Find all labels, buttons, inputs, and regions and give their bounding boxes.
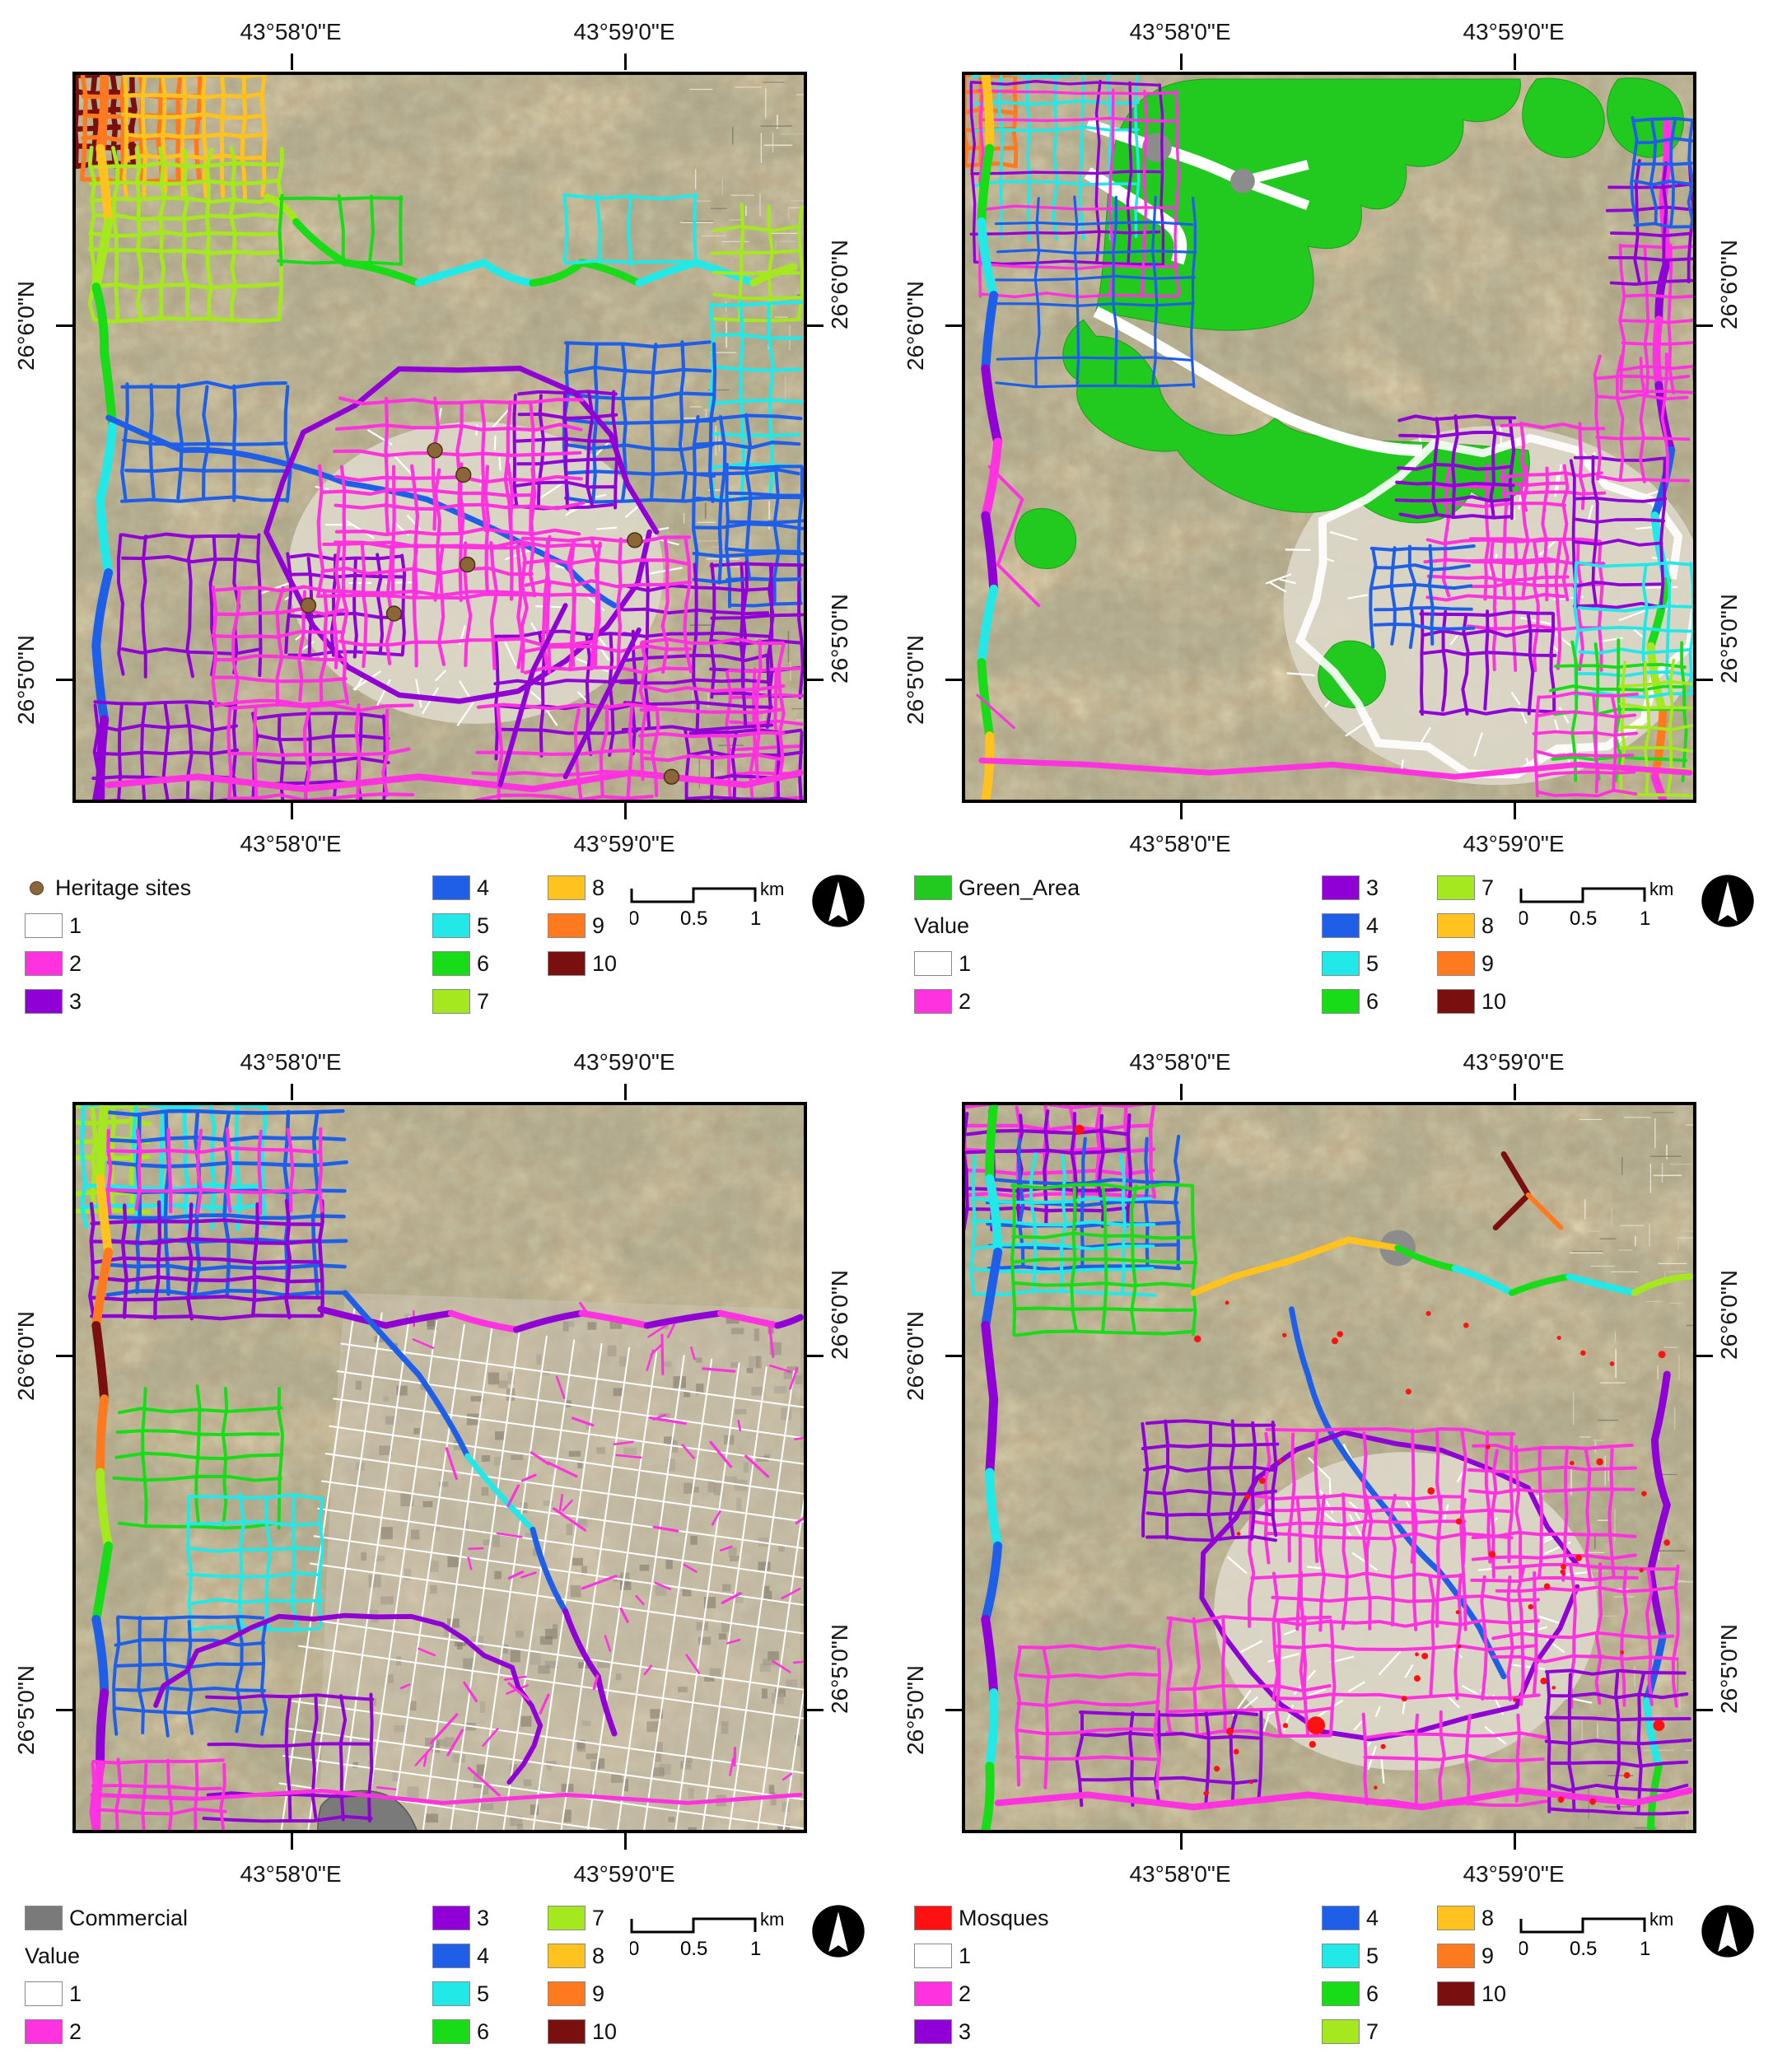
svg-text:1: 1 [1640, 908, 1650, 926]
svg-text:0.5: 0.5 [680, 908, 707, 926]
svg-text:0.5: 0.5 [680, 1938, 707, 1957]
svg-text:1: 1 [750, 908, 761, 926]
svg-text:0: 0 [1519, 1938, 1528, 1957]
svg-text:km: km [760, 1909, 784, 1930]
svg-text:1: 1 [750, 1938, 761, 1957]
svg-text:0.5: 0.5 [1570, 908, 1597, 926]
svg-text:1: 1 [1640, 1938, 1650, 1957]
svg-text:0: 0 [630, 1938, 639, 1957]
svg-text:km: km [1649, 1909, 1673, 1930]
svg-text:0.5: 0.5 [1570, 1938, 1597, 1957]
svg-text:km: km [1649, 879, 1673, 899]
svg-text:0: 0 [630, 908, 639, 926]
svg-text:0: 0 [1519, 908, 1528, 926]
svg-text:km: km [760, 879, 784, 899]
